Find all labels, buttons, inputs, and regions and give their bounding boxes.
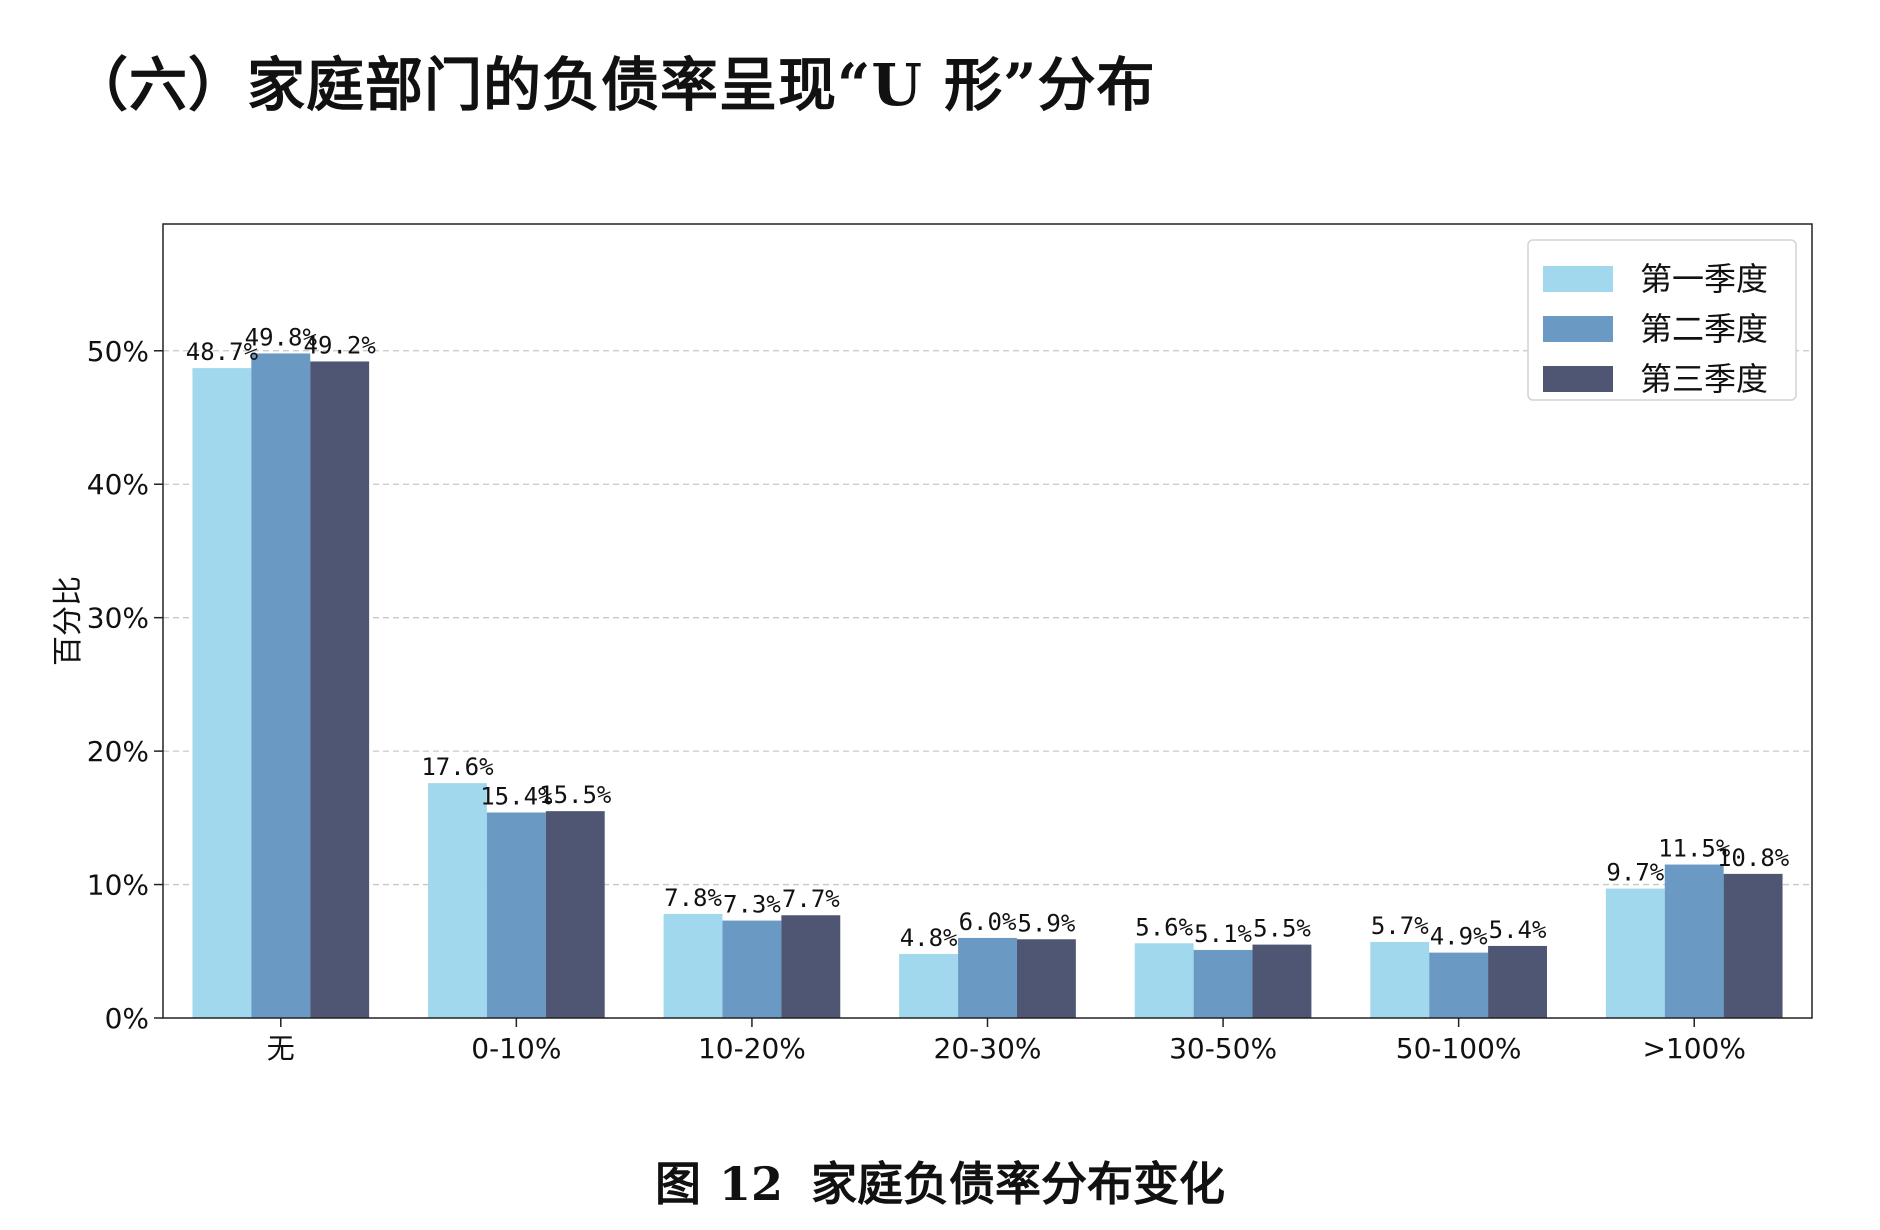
y-tick-label: 20% (87, 735, 149, 768)
legend-label: 第三季度 (1640, 360, 1768, 398)
bar-value-label: 5.5% (1253, 915, 1311, 943)
y-tick-label: 30% (87, 602, 149, 635)
x-tick-label: 0-10% (471, 1032, 561, 1065)
bar (486, 812, 546, 1018)
bar-value-label: 5.4% (1489, 916, 1547, 944)
bar-value-label: 9.7% (1606, 859, 1664, 887)
bar (1193, 949, 1253, 1018)
x-axis-ticks: 无 0-10% 10-20% 20-30% 30-50% 50-100% >100% (267, 1018, 1746, 1065)
x-tick-label: 20-30% (934, 1032, 1042, 1065)
figure-caption-label: 图 (654, 1157, 701, 1211)
section-heading: （六）家庭部门的负债率呈现“U 形”分布 (70, 51, 1156, 119)
bar-value-label: 7.8% (664, 884, 722, 912)
bar (1252, 944, 1312, 1018)
bar (722, 920, 782, 1018)
bar (1488, 945, 1547, 1018)
legend-label: 第二季度 (1640, 310, 1768, 348)
bar-chart: 48.7%49.8%49.2% 17.6%15.4%15.5% 7.8% 7.3% 7.… (51, 223, 1813, 1065)
y-tick-label: 10% (87, 869, 149, 902)
figure-caption-text: 家庭负债率分布变化 (811, 1157, 1225, 1211)
bar-value-label: 11.5% (1658, 835, 1731, 863)
y-tick-label: 0% (105, 1002, 149, 1035)
figure-caption: 图 12 家庭负债率分布变化 (0, 1148, 1880, 1214)
bar (545, 811, 605, 1018)
bar-value-label: 6.0% (959, 908, 1017, 936)
legend-swatch (1543, 316, 1613, 342)
bar (251, 353, 311, 1018)
legend-swatch (1543, 366, 1613, 392)
bar (1723, 873, 1783, 1018)
bar (192, 368, 252, 1019)
bar (958, 937, 1017, 1018)
bar-value-label: 17.6% (421, 753, 494, 781)
x-tick-label: 10-20% (698, 1032, 806, 1065)
y-tick-label: 50% (87, 335, 149, 368)
bar-value-label: 5.6% (1135, 913, 1193, 941)
bar-value-label: 10.8% (1717, 844, 1790, 872)
bar (663, 913, 723, 1018)
grid-lines (163, 350, 1812, 886)
bar (428, 783, 487, 1018)
x-tick-label: 50-100% (1396, 1032, 1522, 1065)
y-tick-label: 40% (87, 468, 149, 501)
bar-value-label: 5.9% (1017, 909, 1075, 937)
bar (1429, 952, 1489, 1018)
bar (1016, 939, 1076, 1018)
bar (781, 915, 841, 1018)
bar (1134, 943, 1194, 1018)
bar (1605, 888, 1665, 1018)
bar-value-label: 7.7% (782, 885, 840, 913)
bar (310, 361, 370, 1018)
bars (192, 353, 1783, 1019)
bar-value-label: 15.5% (539, 781, 612, 809)
bar-value-labels: 48.7%49.8%49.2% 17.6%15.4%15.5% 7.8% 7.3% 7.… (186, 323, 1790, 952)
bar-value-label: 5.1% (1194, 920, 1252, 948)
bar-value-label: 49.2% (304, 331, 377, 359)
x-tick-label: 30-50% (1169, 1032, 1277, 1065)
bar-value-label: 4.8% (900, 924, 958, 952)
x-tick-label: >100% (1642, 1032, 1746, 1065)
bar-value-label: 48.7% (186, 338, 259, 366)
bar (1370, 941, 1430, 1018)
bar-value-label: 49.8% (245, 323, 318, 351)
bar-value-label: 7.3% (723, 891, 781, 919)
bar (1664, 864, 1724, 1018)
bar-value-label: 5.7% (1371, 912, 1429, 940)
x-tick-label: 无 (267, 1032, 295, 1065)
legend-label: 第一季度 (1640, 260, 1768, 298)
bar-value-label: 4.9% (1430, 923, 1488, 951)
bar (899, 953, 959, 1018)
y-axis-ticks: 0% 10% 20% 30% 40% 50% (87, 335, 163, 1035)
bar-value-label: 15.4% (480, 782, 553, 810)
figure-caption-number: 12 (718, 1157, 783, 1211)
legend-swatch (1543, 266, 1613, 292)
y-axis-title: 百分比 (51, 576, 86, 666)
